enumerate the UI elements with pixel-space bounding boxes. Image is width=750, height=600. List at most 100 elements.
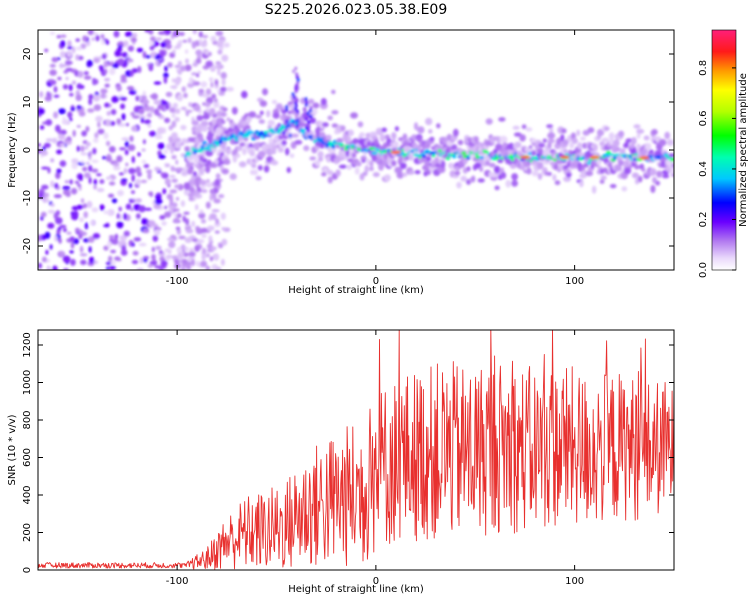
- spectrogram-noise-cell: [92, 94, 101, 102]
- spectrogram-noise-cell: [194, 244, 200, 252]
- spectrogram-noise-cell: [127, 45, 134, 52]
- spectrogram-noise-cell: [67, 46, 73, 50]
- spectrogram-noise-cell: [219, 194, 225, 199]
- spectrogram-noise-cell: [121, 113, 126, 121]
- spectrogram-halo-cell: [618, 159, 625, 166]
- snr-xlabel: Height of straight line (km): [288, 584, 424, 595]
- spectrogram-halo-cell: [623, 167, 632, 175]
- spectrogram-noise-cell: [164, 205, 168, 210]
- spectrogram-noise-cell: [200, 41, 208, 48]
- spectrogram-noise-cell: [121, 178, 128, 182]
- spectrogram-noise-cell: [206, 243, 213, 249]
- spectrogram-ytick-label: 0: [22, 147, 33, 153]
- spectrogram-halo-cell: [420, 156, 428, 163]
- spectrogram-noise-cell: [152, 235, 159, 242]
- spectrogram-halo-cell: [499, 147, 504, 153]
- spectrogram-noise-cell: [179, 65, 186, 72]
- colorbar-tick-label: 0.0: [698, 262, 709, 278]
- spectrogram-halo-cell: [485, 118, 493, 125]
- spectrogram-noise-cell: [48, 93, 52, 100]
- spectrogram-noise-cell: [181, 138, 188, 143]
- spectrogram-noise-cell: [149, 130, 157, 137]
- spectrogram-noise-cell: [143, 163, 150, 169]
- spectrogram-ridge-cell: [445, 156, 451, 160]
- spectrogram-noise-cell: [155, 194, 162, 200]
- spectrogram-halo-cell: [369, 166, 374, 171]
- spectrogram-noise-cell: [89, 220, 96, 225]
- spectrogram-halo-cell: [258, 119, 265, 124]
- spectrogram-noise-cell: [99, 204, 105, 211]
- spectrogram-halo-cell: [255, 114, 262, 119]
- spectrogram-xtick-label: -100: [166, 276, 189, 287]
- spectrogram-noise-cell: [45, 198, 50, 203]
- spectrogram-halo-cell: [350, 112, 358, 119]
- spectrogram-spike-cell: [295, 112, 299, 117]
- spectrogram-noise-cell: [195, 260, 200, 267]
- spectrogram-noise-cell: [172, 30, 180, 38]
- spectrogram-noise-cell: [120, 249, 128, 256]
- spectrogram-noise-cell: [140, 117, 145, 124]
- spectrogram-noise-cell: [80, 198, 85, 204]
- spectrogram-noise-cell: [78, 174, 83, 182]
- spectrogram-halo-cell: [620, 172, 628, 180]
- spectrogram-noise-cell: [71, 46, 76, 54]
- spectrogram-noise-cell: [167, 62, 173, 68]
- spectrogram-halo-cell: [546, 124, 553, 129]
- spectrogram-halo-cell: [603, 126, 610, 131]
- spectrogram-noise-cell: [91, 168, 99, 173]
- spectrogram-noise-cell: [38, 143, 41, 147]
- spectrogram-halo-cell: [232, 155, 237, 163]
- spectrogram-ridge-cell: [474, 152, 479, 156]
- spectrogram-noise-cell: [191, 220, 196, 228]
- spectrogram-noise-cell: [215, 266, 222, 270]
- spectrogram-noise-cell: [173, 167, 181, 172]
- spectrogram-halo-cell: [609, 184, 617, 189]
- spectrogram-halo-cell: [456, 181, 462, 189]
- spectrogram-noise-cell: [126, 58, 134, 63]
- spectrogram-noise-cell: [198, 168, 206, 173]
- spectrogram-hotspot: [639, 156, 650, 160]
- spectrogram-noise-cell: [174, 208, 180, 212]
- spectrogram-spike-cell: [307, 129, 311, 133]
- spectrogram-halo-cell: [424, 161, 431, 169]
- spectrogram-halo-cell: [631, 137, 637, 145]
- spectrogram-noise-cell: [185, 228, 194, 234]
- spectrogram-spike-cell: [294, 101, 298, 105]
- spectrogram-noise-cell: [71, 80, 77, 85]
- spectrogram-halo-cell: [277, 148, 284, 153]
- spectrogram-noise-cell: [215, 30, 224, 36]
- spectrogram-noise-cell: [163, 149, 168, 154]
- spectrogram-spike-cell: [294, 98, 299, 102]
- spectrogram-noise-cell: [108, 181, 116, 186]
- spectrogram-noise-cell: [133, 237, 142, 242]
- spectrogram-noise-cell: [100, 34, 105, 39]
- spectrogram-noise-cell: [168, 125, 173, 131]
- colorbar-tick-label: 0.8: [698, 60, 709, 76]
- spectrogram-spike-cell: [304, 100, 308, 104]
- spectrogram-halo-cell: [257, 165, 263, 171]
- spectrogram-halo-cell: [193, 156, 200, 165]
- spectrogram-noise-cell: [151, 254, 156, 261]
- spectrogram-halo-cell: [655, 180, 661, 186]
- spectrogram-halo-cell: [281, 140, 287, 146]
- spectrogram-noise-cell: [180, 106, 187, 111]
- spectrogram-noise-cell: [69, 117, 73, 122]
- spectrogram-marks: [38, 30, 674, 270]
- spectrogram-noise-cell: [39, 125, 45, 130]
- spectrogram-halo-cell: [266, 110, 271, 118]
- spectrogram-noise-cell: [221, 54, 229, 62]
- spectrogram-halo-cell: [264, 166, 270, 173]
- snr-xtick-label: 0: [373, 576, 379, 587]
- spectrogram-halo-cell: [536, 161, 544, 170]
- spectrogram-halo-cell: [193, 191, 200, 196]
- spectrogram-noise-cell: [119, 213, 123, 221]
- spectrogram-noise-cell: [155, 134, 163, 140]
- spectrogram-halo-cell: [457, 139, 464, 146]
- spectrogram-halo-cell: [572, 137, 578, 144]
- spectrogram-halo-cell: [258, 150, 266, 158]
- spectrogram-halo-cell: [271, 99, 278, 105]
- spectrogram-noise-cell: [192, 30, 197, 35]
- spectrogram-noise-cell: [161, 221, 167, 226]
- spectrogram-noise-cell: [50, 31, 55, 35]
